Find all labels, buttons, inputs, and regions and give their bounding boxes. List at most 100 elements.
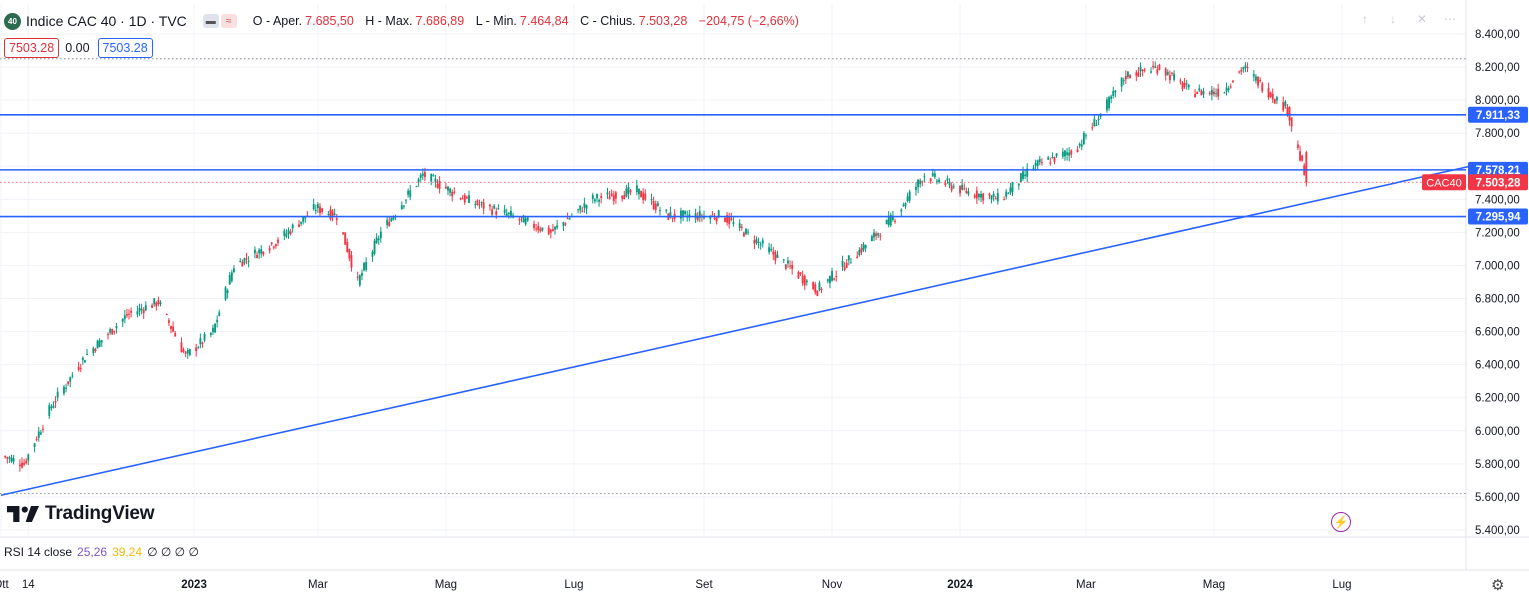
candle-body (1139, 66, 1142, 72)
level-label-box (1468, 106, 1528, 123)
candle-body (1066, 152, 1069, 155)
candle-body (224, 287, 227, 300)
candle-body (581, 210, 584, 212)
candle-body (684, 211, 687, 215)
candle-body (644, 193, 647, 200)
candle-body (21, 462, 23, 468)
candle-body (1135, 72, 1138, 76)
trendline[interactable] (0, 165, 1471, 497)
candle-body (1261, 83, 1264, 92)
candle-body (864, 244, 867, 249)
symbol-title[interactable]: Indice CAC 40 · 1D · TVC (26, 13, 187, 29)
candle-body (155, 302, 158, 307)
candle-body (963, 188, 966, 190)
candle-body (638, 188, 640, 195)
lightning-icon[interactable]: ⚡ (1331, 512, 1351, 532)
more-icon[interactable]: ⋯ (1444, 12, 1456, 26)
candle-body (640, 191, 643, 198)
time-tick-label: Mag (435, 579, 457, 591)
candle-body (742, 232, 745, 237)
time-tick-label: 14 (22, 579, 35, 591)
candle-body (1225, 87, 1228, 92)
candle-body (606, 192, 609, 195)
time-axis[interactable]: Ott 14 2023 Mar Mag Lug Set Nov 2024 Mar Mag Lug (0, 579, 1352, 591)
candle-body (188, 349, 191, 356)
candle-body (835, 275, 838, 277)
candle-body (444, 186, 447, 189)
candle-body (782, 259, 785, 261)
candle-body (71, 375, 74, 377)
gear-icon[interactable]: ⚙ (1491, 577, 1505, 594)
candle-body (902, 205, 905, 207)
candle-body (52, 405, 55, 408)
candle-body (1296, 144, 1299, 148)
price-tick-label: 6.800,00 (1475, 294, 1520, 306)
arrow-down-icon[interactable]: ↓ (1390, 12, 1396, 26)
sell-price[interactable]: 7503.28 (4, 38, 60, 58)
price-axis[interactable]: 8.400,008.200,008.000,007.800,007.600,00… (1475, 29, 1520, 537)
buy-price[interactable]: 7503.28 (97, 38, 153, 58)
candle-body (83, 360, 86, 363)
candle-body (358, 275, 361, 286)
rsi-label[interactable]: RSI 14 close (4, 545, 73, 559)
candle-body (1200, 90, 1203, 96)
horizontal-levels[interactable] (0, 113, 1466, 218)
candle-body (933, 173, 936, 178)
candle-body (774, 252, 777, 261)
candle-body (302, 216, 305, 222)
candle-body (111, 329, 114, 335)
candle-body (6, 457, 9, 459)
candle-body (1036, 160, 1039, 167)
candle-body (600, 196, 603, 199)
tradingview-logo[interactable]: TradingView (7, 503, 155, 525)
candle-body (1051, 156, 1054, 158)
candle-body (593, 199, 596, 202)
candle-body (283, 230, 286, 236)
candle-body (770, 248, 773, 251)
candle-body (96, 340, 99, 349)
candle-body (107, 334, 109, 336)
candle-body (906, 196, 909, 202)
rsi-ma-value: 39,24 (112, 545, 143, 559)
candle-body (474, 204, 477, 206)
candle-body (967, 191, 970, 195)
candle-body (497, 208, 500, 210)
candle-body (931, 173, 934, 176)
candle-body (130, 310, 133, 313)
candle-body (18, 464, 21, 467)
candle-body (745, 228, 747, 235)
candle-body (272, 246, 275, 248)
candle-body (715, 216, 718, 222)
candle-body (1156, 69, 1159, 74)
candle-body (258, 249, 261, 254)
candle-body (554, 226, 556, 230)
candle-body (879, 235, 882, 237)
candle-body (197, 347, 200, 349)
candle-body (659, 210, 661, 212)
trendline-line (0, 165, 1471, 497)
candle-body (503, 209, 506, 213)
candle-body (33, 443, 36, 448)
close-icon[interactable]: ✕ (1417, 12, 1428, 26)
candle-body (562, 222, 565, 226)
candle-body (184, 352, 187, 354)
compare-icon[interactable]: ≈ (220, 14, 237, 28)
candle-body (1301, 155, 1304, 161)
candle-body (1129, 75, 1131, 79)
visibility-icon[interactable]: ▬ (202, 14, 219, 28)
arrow-up-icon[interactable]: ↑ (1362, 12, 1368, 26)
candle-body (1246, 66, 1249, 68)
candle-body (1108, 97, 1110, 109)
candle-body (243, 258, 246, 264)
candle-body (434, 178, 437, 183)
candle-body (180, 342, 183, 353)
candle-body (818, 282, 821, 291)
candle-body (388, 221, 391, 227)
candle-body (847, 255, 850, 261)
candle-body (873, 232, 875, 238)
candle-body (212, 327, 214, 332)
candle-body (629, 190, 632, 192)
candle-body (642, 192, 645, 200)
candle-body (495, 211, 498, 215)
